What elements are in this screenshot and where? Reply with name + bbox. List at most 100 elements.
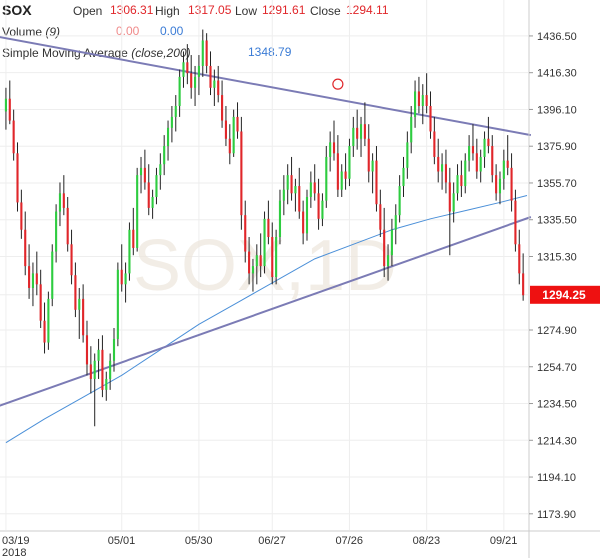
candle-body <box>410 116 413 143</box>
candle-body <box>217 80 220 96</box>
candle <box>417 76 420 114</box>
candle-body <box>174 105 177 117</box>
candle <box>51 244 54 307</box>
candle <box>244 200 247 263</box>
candle-body <box>132 229 135 248</box>
candle <box>363 102 366 147</box>
candle-body <box>105 378 108 390</box>
candle <box>89 346 92 394</box>
high-label: High <box>155 4 180 18</box>
y-tick-label: 1375.90 <box>537 141 577 153</box>
candle-body <box>363 124 366 139</box>
candle-body <box>371 160 374 172</box>
last-price-label: 1294.25 <box>542 288 586 302</box>
candle-body <box>448 182 451 212</box>
candle <box>433 116 436 165</box>
candle-body <box>228 138 231 154</box>
candle <box>329 131 332 172</box>
candle <box>506 135 509 176</box>
candle <box>186 44 189 85</box>
candle-body <box>20 202 23 230</box>
candle-body <box>101 349 104 390</box>
candle <box>483 131 486 168</box>
candle-body <box>309 182 312 197</box>
candle-body <box>70 244 73 276</box>
candle <box>97 338 100 379</box>
candle <box>275 229 278 285</box>
candle-body <box>201 40 204 66</box>
candle-body <box>286 175 289 190</box>
candle <box>209 51 212 96</box>
candle-body <box>514 200 517 245</box>
candle-body <box>109 360 112 379</box>
candle <box>47 291 50 350</box>
y-tick-label: 1274.90 <box>537 325 577 337</box>
open-value: 1306.31 <box>110 3 154 17</box>
candle <box>348 138 351 187</box>
candle <box>12 109 15 161</box>
candle <box>460 160 463 197</box>
candle <box>456 164 459 201</box>
candle <box>498 171 502 205</box>
candle <box>116 262 119 347</box>
candle <box>344 153 347 190</box>
trendline-marker <box>332 78 344 90</box>
candle <box>444 149 448 194</box>
candle <box>197 55 200 96</box>
x-tick-label: 06/27 <box>258 535 286 547</box>
candle <box>309 171 312 208</box>
candle <box>406 131 409 179</box>
volume-value-2: 0.00 <box>160 24 184 38</box>
candle-body <box>294 186 297 194</box>
candle-body <box>278 200 282 238</box>
candle <box>325 146 328 208</box>
y-tick-label: 1214.30 <box>537 435 577 447</box>
candle <box>487 116 490 154</box>
open-label: Open <box>73 4 103 18</box>
candle <box>221 80 224 128</box>
candle <box>70 229 73 285</box>
candle <box>4 87 7 130</box>
candle-body <box>302 211 305 234</box>
candle-body <box>359 124 363 139</box>
candle-body <box>4 98 7 112</box>
candle <box>136 167 139 252</box>
candle <box>271 222 274 285</box>
candle-body <box>259 255 262 267</box>
candle <box>410 105 413 154</box>
candle-body <box>329 142 332 157</box>
candle-body <box>66 207 69 245</box>
sma-name: Simple Moving Average <box>2 46 128 60</box>
candle <box>78 287 81 339</box>
candle-body <box>317 193 320 219</box>
candle <box>159 153 162 190</box>
candle <box>522 253 525 301</box>
candle <box>16 142 19 212</box>
candle <box>278 189 282 245</box>
candle-body <box>255 255 258 267</box>
candle-body <box>74 275 77 310</box>
candle-body <box>163 146 166 165</box>
candle-body <box>468 146 471 161</box>
candle <box>101 335 104 398</box>
candle <box>464 153 467 194</box>
candle-body <box>240 131 243 216</box>
candle <box>20 189 23 239</box>
candle-body <box>124 273 127 285</box>
x-tick-label: 09/21 <box>490 535 518 547</box>
candle-body <box>367 138 370 172</box>
candle-body <box>379 204 382 230</box>
candle <box>178 69 181 117</box>
candle <box>128 222 131 281</box>
candle-body <box>356 127 359 139</box>
candle-body <box>460 175 463 187</box>
candle-body <box>182 62 185 77</box>
candle-body <box>421 95 424 106</box>
candle-body <box>8 98 11 121</box>
candle-body <box>139 167 143 176</box>
y-tick-label: 1173.90 <box>537 509 576 521</box>
candle-body <box>425 95 428 106</box>
candle <box>112 328 116 372</box>
candle <box>356 109 359 150</box>
